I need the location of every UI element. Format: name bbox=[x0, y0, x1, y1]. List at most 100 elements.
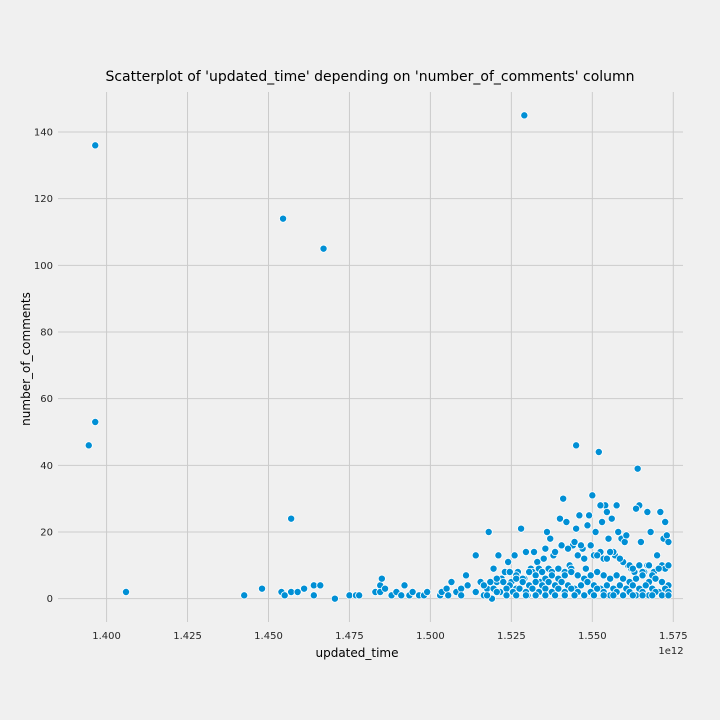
scatter-point bbox=[531, 578, 540, 587]
scatter-point bbox=[457, 591, 466, 600]
scatter-point bbox=[316, 581, 325, 590]
scatter-point bbox=[612, 501, 621, 510]
scatter-point bbox=[520, 111, 529, 120]
scatter-point bbox=[632, 504, 641, 513]
scatter-point bbox=[583, 578, 592, 587]
scatter-point bbox=[515, 584, 524, 593]
scatter-point bbox=[593, 584, 602, 593]
scatter-point bbox=[586, 571, 595, 580]
x-tick-label: 1.475 bbox=[335, 631, 364, 642]
scatter-point bbox=[664, 561, 673, 570]
scatter-point bbox=[593, 568, 602, 577]
scatter-point bbox=[533, 558, 542, 567]
scatter-point bbox=[494, 551, 503, 560]
y-tick-label: 60 bbox=[40, 394, 53, 405]
scatter-point bbox=[397, 591, 406, 600]
scatter-point bbox=[628, 591, 637, 600]
x-tick-label: 1.400 bbox=[92, 631, 121, 642]
scatter-point bbox=[258, 584, 267, 593]
scatter-point bbox=[381, 584, 390, 593]
scatter-point bbox=[607, 514, 616, 523]
scatter-point bbox=[541, 584, 550, 593]
scatter-point bbox=[557, 578, 566, 587]
scatter-point bbox=[564, 544, 573, 553]
scatter-point bbox=[644, 561, 653, 570]
scatter-point bbox=[567, 584, 576, 593]
scatter-point bbox=[479, 581, 488, 590]
scatter-point bbox=[544, 578, 553, 587]
y-tick-label: 20 bbox=[40, 528, 53, 539]
scatter-point bbox=[279, 214, 288, 223]
scatter-point bbox=[300, 584, 309, 593]
x-tick-label: 1.575 bbox=[659, 631, 688, 642]
scatter-point bbox=[280, 591, 289, 600]
x-axis-label: updated_time bbox=[315, 646, 398, 660]
scatter-point bbox=[588, 491, 597, 500]
chart-title: Scatterplot of 'updated_time' depending … bbox=[105, 69, 634, 85]
scatter-point bbox=[636, 538, 645, 547]
scatter-point bbox=[530, 548, 539, 557]
y-tick-label: 80 bbox=[40, 328, 53, 339]
scatter-point bbox=[662, 531, 671, 540]
y-axis-label: number_of_comments bbox=[19, 292, 33, 426]
scatter-point bbox=[591, 528, 600, 537]
scatter-point bbox=[646, 528, 655, 537]
scatter-point bbox=[664, 591, 673, 600]
scatter-point bbox=[457, 584, 466, 593]
scatter-point bbox=[492, 588, 501, 597]
x-tick-label: 1.450 bbox=[254, 631, 283, 642]
scatter-point bbox=[512, 591, 521, 600]
scatter-point bbox=[517, 524, 526, 533]
scatter-point bbox=[576, 581, 585, 590]
scatter-point bbox=[462, 571, 471, 580]
x-tick-labels: 1.400 1.425 1.450 1.475 1.500 1.525 1.550 1.575 bbox=[92, 631, 687, 642]
scatter-point bbox=[628, 564, 637, 573]
scatter-point bbox=[570, 538, 579, 547]
scatter-point bbox=[638, 571, 647, 580]
scatter-point bbox=[551, 548, 560, 557]
scatter-point bbox=[521, 591, 530, 600]
scatter-point bbox=[541, 544, 550, 553]
scatter-point bbox=[562, 518, 571, 527]
scatter-point bbox=[643, 507, 652, 516]
scatter-point bbox=[573, 551, 582, 560]
scatter-point bbox=[447, 578, 456, 587]
scatter-point bbox=[602, 581, 611, 590]
scatter-point bbox=[572, 524, 581, 533]
scatter-point bbox=[539, 554, 548, 563]
scatter-point bbox=[492, 574, 501, 583]
scatter-point bbox=[91, 141, 100, 150]
scatter-point bbox=[377, 574, 386, 583]
y-tick-label: 40 bbox=[40, 461, 53, 472]
scatter-point bbox=[547, 571, 556, 580]
scatter-point bbox=[604, 534, 613, 543]
scatter-point bbox=[531, 591, 540, 600]
scatter-point bbox=[442, 584, 451, 593]
scatter-point bbox=[319, 244, 328, 253]
scatter-point bbox=[635, 561, 644, 570]
scatter-point bbox=[657, 578, 666, 587]
x-tick-label: 1.425 bbox=[173, 631, 202, 642]
x-tick-label: 1.550 bbox=[578, 631, 607, 642]
scatter-point bbox=[653, 551, 662, 560]
scatter-point bbox=[596, 501, 605, 510]
scatter-point bbox=[554, 584, 563, 593]
scatter-point bbox=[615, 554, 624, 563]
scatter-point bbox=[612, 571, 621, 580]
scatter-point bbox=[499, 578, 508, 587]
scatter-point bbox=[654, 564, 663, 573]
scatter-point bbox=[330, 594, 339, 603]
scatter-point bbox=[400, 581, 409, 590]
scatter-point bbox=[444, 591, 453, 600]
scatter-point bbox=[599, 591, 608, 600]
scatter-point bbox=[502, 591, 511, 600]
scatter-point bbox=[615, 581, 624, 590]
scatter-point bbox=[602, 507, 611, 516]
scatter-point bbox=[554, 564, 563, 573]
scatter-point bbox=[518, 578, 527, 587]
scatter-point bbox=[486, 578, 495, 587]
scatter-point bbox=[555, 514, 564, 523]
scatter-point bbox=[471, 588, 480, 597]
scatter-point bbox=[423, 588, 432, 597]
